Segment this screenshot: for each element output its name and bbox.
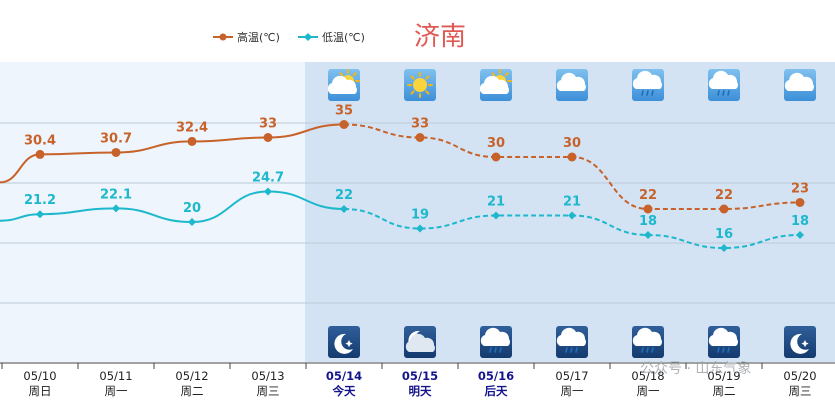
point-high: [643, 204, 653, 214]
data-label-low: 18: [791, 214, 809, 229]
legend: 高温(℃) 低温(℃): [213, 30, 365, 44]
weather-icons: [327, 69, 816, 358]
point-low: [36, 210, 44, 219]
x-tick-label-weekday: 今天: [332, 384, 356, 398]
point-low: [112, 204, 120, 213]
series-low: 21.2 22.1 20 24.7 22 19 21 21 18 16 18: [0, 170, 809, 252]
data-label-low: 19: [411, 208, 429, 223]
data-label-high: 30: [487, 136, 505, 151]
x-tick-label-weekday: 周二: [713, 384, 736, 398]
series-low-lead: [0, 213, 41, 222]
data-label-low: 21: [487, 195, 505, 210]
data-label-low: 22.1: [100, 187, 132, 202]
data-label-high: 33: [411, 117, 429, 132]
data-label-high: 33: [259, 117, 277, 132]
clear-night-icon: [784, 326, 816, 358]
x-tick-label-date: 05/20: [783, 369, 816, 383]
x-tick-label-date: 05/12: [175, 369, 208, 383]
point-high: [491, 152, 501, 162]
point-high: [339, 120, 349, 129]
grid: [0, 122, 835, 304]
x-tick-label-date: 05/16: [478, 369, 514, 383]
city-title: 济南: [414, 22, 466, 52]
x-tick-label-date: 05/13: [251, 369, 284, 383]
data-label-high: 35: [335, 104, 353, 119]
legend-low: 低温(℃): [298, 31, 365, 44]
x-tick-label-date: 05/17: [555, 369, 588, 383]
light-rain-icon: [556, 326, 588, 358]
data-label-low: 24.7: [252, 170, 284, 185]
legend-low-label: 低温(℃): [322, 31, 365, 44]
x-tick-label-weekday: 周一: [105, 384, 128, 398]
point-high: [187, 136, 197, 146]
point-high: [35, 149, 45, 159]
past-background: [0, 62, 305, 362]
data-label-low: 21: [563, 195, 581, 210]
series-layer: 30.4 30.7 32.4 33 35 33 30 30 22 22 23 21.2 22.1 20 24…: [0, 104, 809, 252]
x-tick-label-weekday: 明天: [409, 384, 432, 398]
data-label-high: 22: [639, 188, 657, 203]
light-rain-icon: [632, 326, 664, 358]
point-low: [644, 231, 652, 239]
data-label-low: 18: [639, 214, 657, 229]
data-label-low: 22: [335, 188, 353, 203]
clear-night-icon: [328, 326, 360, 358]
point-low: [796, 231, 804, 239]
light-rain-icon: [708, 326, 740, 358]
data-label-high: 32.4: [176, 120, 208, 135]
cloudy-icon: [784, 69, 816, 101]
series-high: 30.4 30.7 32.4 33 35 33 30 30 22 22 23: [0, 104, 809, 214]
x-axis-labels: 05/10周日05/11周一05/12周二05/13周三05/14今天05/15…: [23, 369, 816, 398]
legend-high: 高温(℃): [213, 30, 280, 44]
x-tick-label-date: 05/14: [326, 369, 362, 383]
data-label-high: 30.4: [24, 133, 56, 148]
point-high: [567, 152, 577, 162]
point-high: [719, 204, 729, 214]
x-tick-label-weekday: 周日: [29, 384, 52, 398]
point-low: [568, 211, 576, 220]
x-tick-label-weekday: 周三: [257, 384, 280, 398]
data-label-high: 23: [791, 182, 809, 197]
x-tick-label-date: 05/19: [707, 369, 740, 383]
light-rain-icon: [708, 69, 740, 101]
x-tick-label-weekday: 周三: [789, 384, 812, 398]
point-low: [416, 224, 424, 233]
x-tick-label-weekday: 后天: [485, 384, 508, 398]
point-low: [340, 205, 348, 213]
point-low: [492, 211, 500, 220]
point-high: [795, 198, 805, 207]
point-high: [415, 133, 425, 142]
point-high: [263, 133, 273, 142]
x-tick-label-date: 05/10: [23, 369, 56, 383]
cloudy-icon: [556, 69, 588, 101]
light-rain-icon: [632, 69, 664, 101]
series-high-lead: [0, 153, 41, 184]
data-label-low: 20: [183, 201, 201, 216]
x-tick-label-weekday: 周二: [181, 384, 204, 398]
data-label-high: 30.7: [100, 131, 132, 146]
data-label-high: 22: [715, 188, 733, 203]
cloudy-night-icon: [404, 326, 436, 358]
watermark: 公众号 · 山东气象: [640, 361, 751, 377]
cloudy-sun-icon: [479, 69, 512, 101]
light-rain-icon: [480, 326, 512, 358]
point-high: [111, 147, 121, 157]
sunny-icon: [404, 69, 436, 101]
x-tick-label-date: 05/15: [402, 369, 438, 383]
x-tick-label-weekday: 周一: [561, 384, 584, 398]
data-label-high: 30: [563, 136, 581, 151]
x-tick-label-weekday: 周一: [637, 384, 660, 398]
x-tick-label-date: 05/18: [631, 369, 664, 383]
point-low: [264, 187, 272, 196]
x-tick-label-date: 05/11: [99, 369, 132, 383]
legend-high-label: 高温(℃): [237, 30, 280, 44]
forecast-background: [305, 62, 835, 362]
point-low: [188, 218, 196, 226]
point-low: [720, 244, 728, 252]
cloudy-sun-icon: [327, 69, 360, 101]
data-label-low: 21.2: [24, 193, 56, 208]
x-axis-ticks: [1, 363, 763, 369]
data-label-low: 16: [715, 227, 733, 242]
